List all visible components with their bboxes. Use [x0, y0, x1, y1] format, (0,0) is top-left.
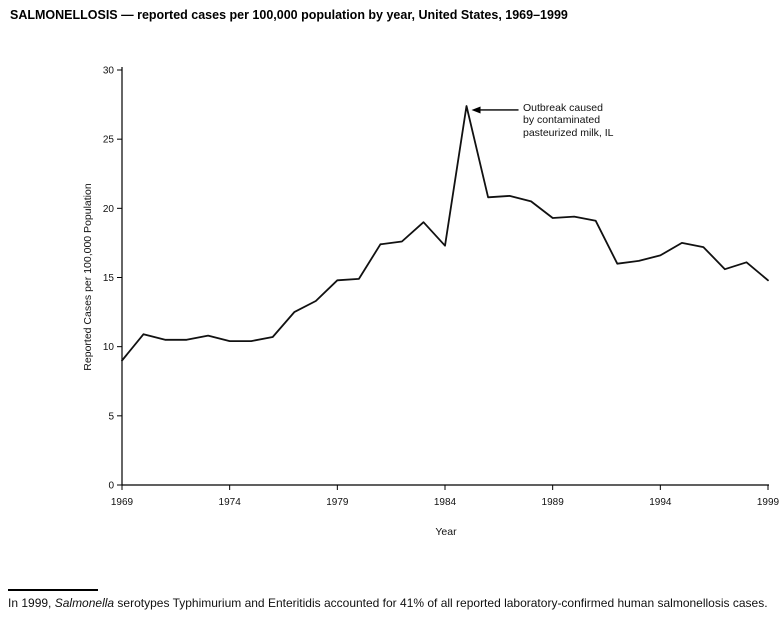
line-chart-svg: 0 5 10 15 20 25 30 1969 1974 1979 1984 1989 1994 1999 — [103, 66, 780, 509]
x-tick-label: 1999 — [757, 497, 780, 508]
x-tick-label: 1974 — [219, 497, 242, 508]
y-tick-label: 5 — [108, 411, 114, 422]
x-axis-label: Year — [435, 526, 457, 538]
y-tick-label: 25 — [103, 135, 115, 146]
chart-title: SALMONELLOSIS — reported cases per 100,0… — [10, 8, 568, 22]
y-tick-label: 15 — [103, 273, 115, 284]
footnote-prefix: In 1999, — [8, 596, 55, 610]
x-tick-label: 1979 — [326, 497, 349, 508]
footnote-italic: Salmonella — [54, 596, 115, 610]
y-tick-label: 30 — [103, 66, 115, 77]
footnote-rule — [8, 589, 98, 591]
y-tick-label: 10 — [103, 342, 115, 353]
x-tick-label: 1994 — [649, 497, 672, 508]
annotation-arrowhead — [471, 106, 481, 114]
x-tick-label: 1984 — [434, 497, 457, 508]
footnote-rest: serotypes Typhimurium and Enteritidis ac… — [114, 596, 768, 610]
outbreak-annotation: Outbreak caused by contaminated pasteuri… — [523, 102, 614, 139]
y-axis-label: Reported Cases per 100,000 Population — [82, 183, 94, 371]
x-tick-label: 1989 — [542, 497, 565, 508]
y-tick-label: 0 — [108, 481, 114, 492]
y-tick-label: 20 — [103, 204, 115, 215]
x-tick-label: 1969 — [111, 497, 134, 508]
footnote-text: In 1999, Salmonella serotypes Typhimuriu… — [8, 596, 780, 610]
data-line — [121, 105, 769, 362]
